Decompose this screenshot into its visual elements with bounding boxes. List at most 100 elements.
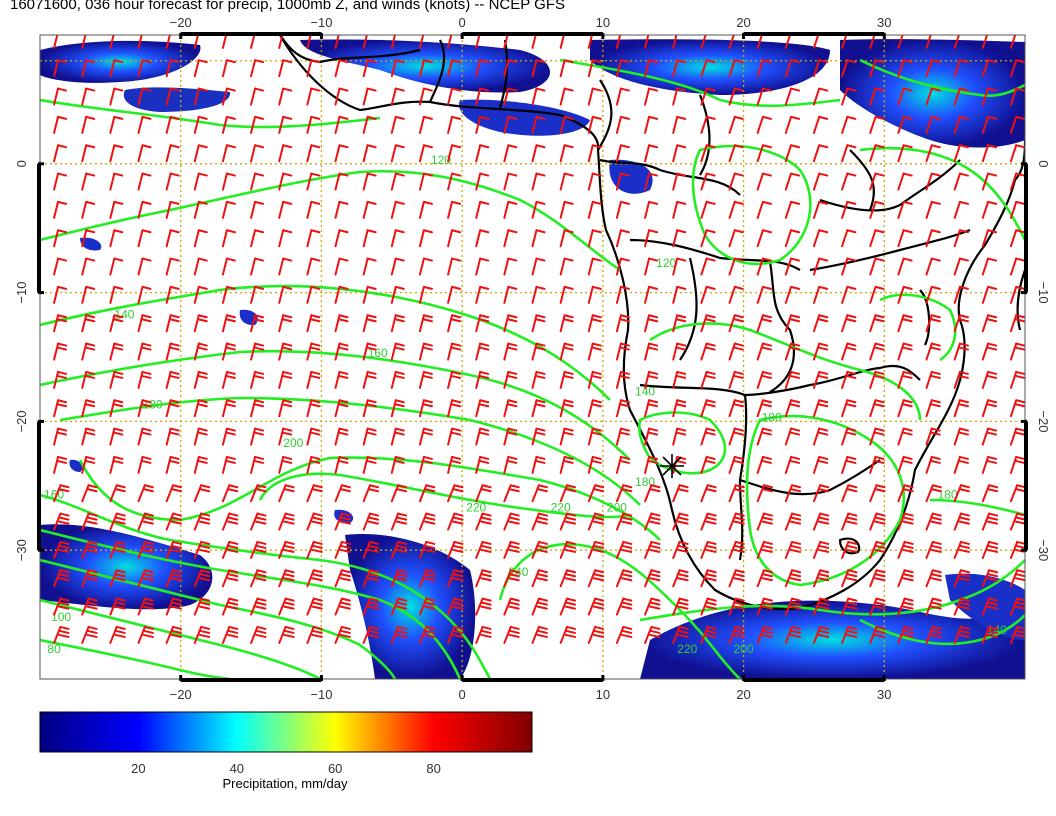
wind-barb — [165, 172, 180, 191]
wind-barb — [559, 59, 574, 78]
wind-barb — [362, 370, 377, 389]
wind-barb — [109, 257, 124, 276]
wind-barb — [250, 342, 265, 361]
wind-barb — [981, 427, 998, 446]
wind-barb — [306, 512, 323, 531]
wind-barb — [334, 427, 349, 446]
country-border — [768, 261, 795, 393]
longitude-tick-label-bottom: −10 — [310, 687, 332, 702]
height-contour — [859, 614, 1025, 646]
wind-barb — [278, 115, 293, 134]
wind-barb — [306, 597, 323, 616]
wind-barb — [193, 625, 211, 644]
wind-barb — [672, 257, 687, 276]
wind-barb — [137, 370, 152, 389]
wind-barb — [390, 540, 408, 559]
wind-barb — [193, 115, 208, 134]
wind-barb — [531, 370, 546, 389]
wind-barb — [953, 59, 969, 78]
wind-barb — [503, 370, 518, 389]
wind-barb — [193, 257, 208, 276]
wind-barb — [221, 35, 228, 49]
wind-barb — [784, 87, 801, 106]
wind-barb — [559, 342, 574, 361]
wind-barb — [503, 540, 520, 559]
wind-barb — [475, 87, 490, 106]
wind-barb — [250, 427, 265, 446]
wind-barb — [109, 484, 126, 503]
wind-barb — [728, 342, 744, 361]
wind-barb — [362, 569, 380, 588]
wind-barb — [278, 484, 295, 503]
wind-barb — [981, 512, 999, 531]
wind-barb — [925, 285, 941, 304]
wind-barb — [981, 597, 999, 616]
wind-barb — [897, 257, 913, 276]
wind-barb — [672, 625, 689, 644]
wind-barb — [447, 172, 462, 191]
wind-barb — [587, 342, 602, 361]
wind-barb — [672, 172, 687, 191]
wind-barb — [503, 484, 520, 503]
wind-barb — [644, 144, 659, 163]
latitude-tick-label-left: −10 — [14, 282, 29, 304]
wind-barb — [644, 370, 659, 389]
height-contour — [78, 456, 661, 541]
wind-barb — [475, 35, 481, 49]
wind-barb — [390, 285, 405, 304]
wind-barb — [193, 144, 208, 163]
wind-barb — [559, 427, 574, 446]
height-contour — [859, 58, 1025, 97]
wind-barb-layer — [53, 35, 1025, 644]
wind-barb — [137, 257, 152, 276]
wind-barb — [531, 285, 546, 304]
wind-barb — [362, 172, 377, 191]
wind-barb — [1009, 484, 1025, 503]
wind-barb — [728, 484, 745, 503]
wind-barb — [869, 35, 876, 49]
wind-barb — [250, 229, 265, 248]
wind-barb — [53, 540, 70, 559]
wind-barb — [334, 597, 351, 616]
wind-barb — [362, 285, 377, 304]
wind-barb — [756, 342, 772, 361]
wind-barb — [672, 144, 687, 163]
wind-barb — [475, 569, 492, 588]
height-contour — [40, 528, 462, 679]
wind-barb — [418, 399, 433, 418]
wind-barb — [700, 342, 716, 361]
wind-barb — [418, 59, 433, 78]
wind-barb — [869, 342, 885, 361]
wind-barb — [250, 455, 265, 474]
precip-region — [123, 87, 231, 112]
wind-barb — [981, 87, 998, 106]
wind-barb — [784, 285, 801, 304]
wind-barb — [953, 484, 970, 503]
wind-barb — [615, 512, 633, 531]
contour-label: 180 — [762, 410, 782, 424]
wind-barb — [137, 115, 152, 134]
axis-labels: −20 −20 −10 −10 0 0 10 10 20 20 30 30 0 0 −10 −10 −20 −20… — [14, 15, 1051, 702]
wind-barb — [784, 59, 801, 78]
wind-barb — [531, 342, 546, 361]
latitude-tick-label-right: 0 — [1036, 160, 1051, 167]
wind-barb — [756, 229, 772, 248]
wind-barb — [587, 569, 605, 588]
wind-barb — [869, 370, 885, 389]
wind-barb — [644, 455, 659, 474]
latitude-tick-label-right: −30 — [1036, 539, 1051, 561]
wind-barb — [334, 59, 349, 78]
wind-barb — [109, 342, 124, 361]
wind-barb — [925, 59, 941, 78]
wind-barb — [615, 257, 630, 276]
wind-barb — [925, 172, 941, 191]
wind-barb — [784, 625, 802, 644]
precip-region — [345, 534, 476, 679]
wind-barb — [362, 455, 377, 474]
wind-barb — [390, 314, 405, 333]
wind-barb — [193, 314, 208, 333]
wind-barb — [531, 35, 537, 49]
wind-barb — [812, 625, 830, 644]
wind-barb — [221, 399, 236, 418]
